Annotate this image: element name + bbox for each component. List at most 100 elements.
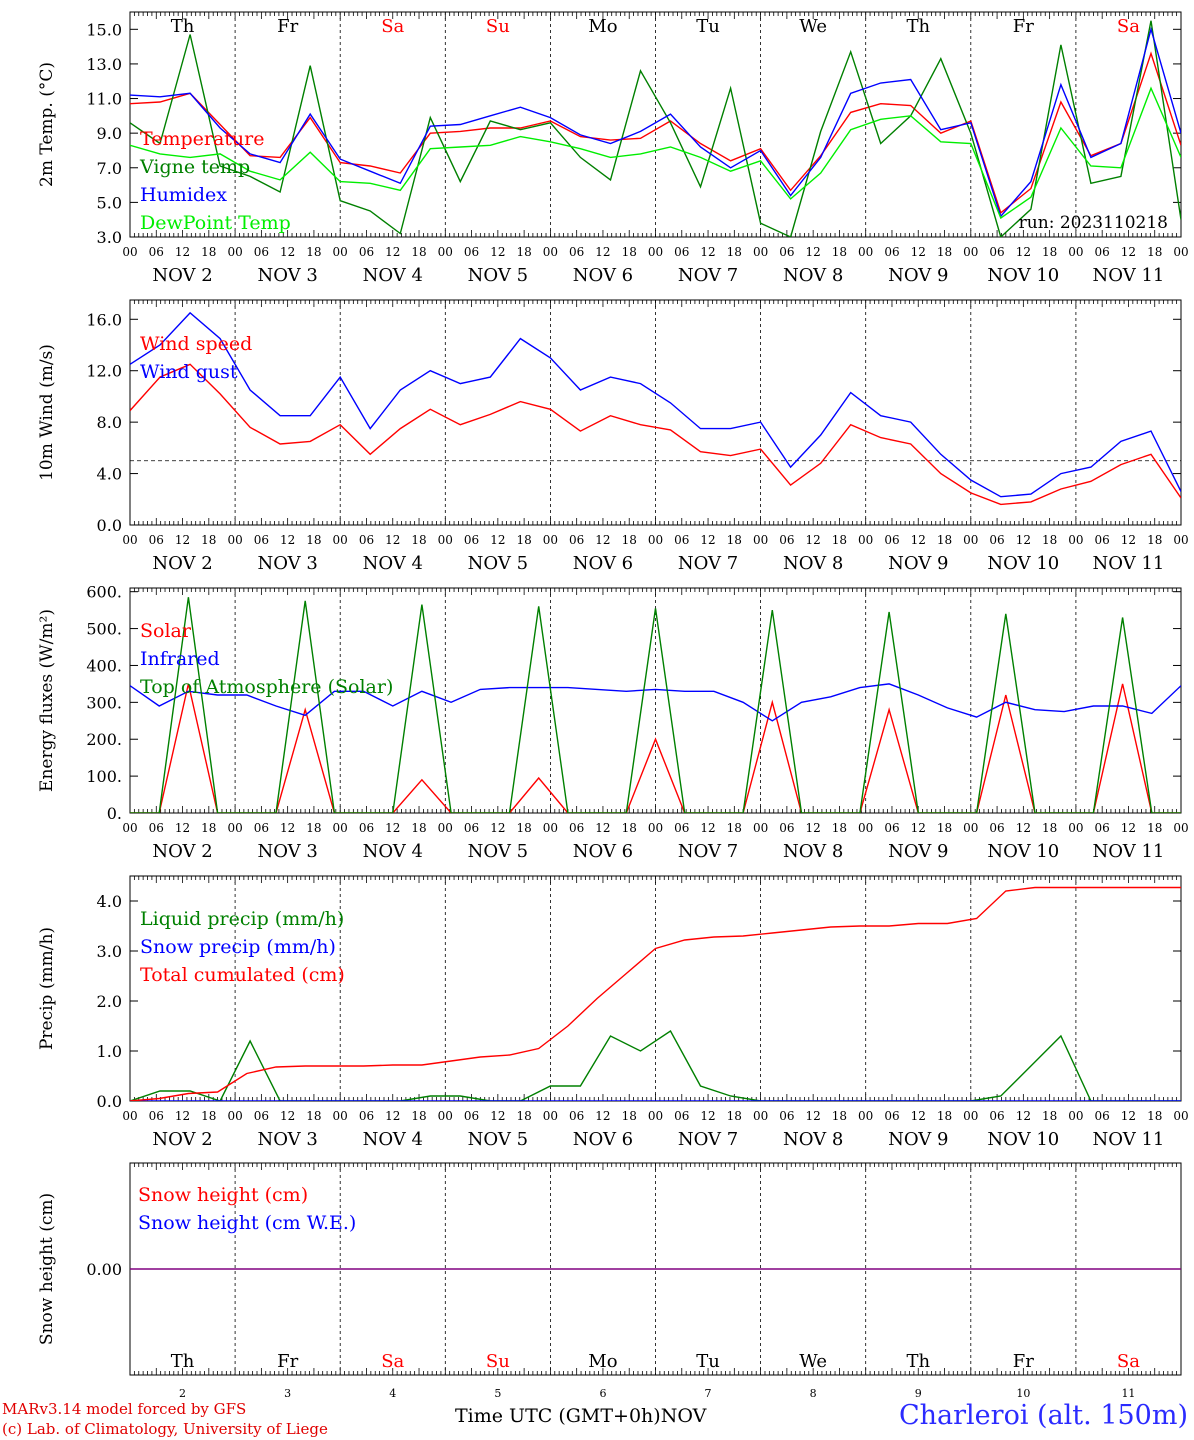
- hour-tick-label: 12: [1016, 821, 1031, 835]
- legend-entry: Snow precip (mm/h): [140, 936, 336, 958]
- date-label: NOV 3: [257, 553, 317, 574]
- hour-tick-label: 12: [385, 533, 400, 547]
- hour-tick-label: 12: [490, 245, 505, 259]
- hour-tick-label: 18: [1147, 821, 1162, 835]
- y-tick-label: 400.: [86, 656, 122, 675]
- hour-tick-label: 12: [490, 821, 505, 835]
- hour-tick-label: 00: [753, 1109, 768, 1123]
- date-label: NOV 8: [783, 265, 843, 286]
- hour-tick-label: 18: [937, 245, 952, 259]
- hour-tick-label: 06: [149, 821, 164, 835]
- hour-tick-label: 00: [858, 245, 873, 259]
- hour-tick-label: 00: [438, 1109, 453, 1123]
- legend-entry: Humidex: [140, 184, 227, 206]
- date-label: NOV 9: [888, 841, 948, 862]
- hour-tick-label: 00: [963, 1109, 978, 1123]
- hour-tick-label: 18: [1147, 1109, 1162, 1123]
- hour-tick-label: 06: [359, 1109, 374, 1123]
- hour-tick-label: 06: [359, 533, 374, 547]
- date-label: NOV 6: [573, 1129, 633, 1150]
- hour-tick-label: 18: [727, 245, 742, 259]
- hour-tick-label: 06: [884, 821, 899, 835]
- legend-entry: Temperature: [140, 128, 264, 150]
- hour-tick-label: 12: [806, 533, 821, 547]
- day-label: Fr: [1013, 1351, 1034, 1372]
- hour-tick-label: 18: [1042, 1109, 1057, 1123]
- series-infrared: [130, 683, 1181, 722]
- hour-tick-label: 06: [779, 533, 794, 547]
- hour-tick-label: 18: [622, 821, 637, 835]
- hour-tick-label: 06: [254, 821, 269, 835]
- hour-tick-label: 06: [674, 1109, 689, 1123]
- hour-tick-label: 06: [149, 245, 164, 259]
- hour-tick-label: 18: [832, 533, 847, 547]
- hour-tick-label: 18: [1042, 245, 1057, 259]
- date-label: NOV 5: [468, 265, 528, 286]
- date-label: NOV 3: [257, 841, 317, 862]
- hour-tick-label: 00: [543, 1109, 558, 1123]
- hour-tick-label: 06: [464, 533, 479, 547]
- hour-tick-label: 12: [1016, 1109, 1031, 1123]
- hour-tick-label: 12: [911, 1109, 926, 1123]
- date-label: NOV 11: [1093, 553, 1165, 574]
- legend-entry: Top of Atmosphere (Solar): [140, 676, 393, 698]
- hour-tick-label: 06: [674, 533, 689, 547]
- panel-4: 0.0 1.0 2.0 3.0 4.0 Precip (mm/h) 00 06 12 18 00 06…: [37, 875, 1189, 1150]
- hour-tick-label: 12: [175, 1109, 190, 1123]
- lab-credit: (c) Lab. of Climatology, University of L…: [2, 1420, 328, 1438]
- y-tick-label: 3.0: [97, 228, 122, 247]
- hour-tick-label: 00: [1173, 821, 1188, 835]
- hour-tick-label: 12: [490, 533, 505, 547]
- hour-tick-label: 12: [490, 1109, 505, 1123]
- day-number: 3: [284, 1387, 291, 1400]
- day-label: Sa: [381, 1351, 404, 1372]
- hour-tick-label: 12: [1121, 1109, 1136, 1123]
- hour-tick-label: 12: [806, 245, 821, 259]
- hour-tick-label: 06: [1095, 1109, 1110, 1123]
- hour-tick-label: 00: [648, 533, 663, 547]
- run-annotation: run: 2023110218: [1019, 213, 1168, 233]
- day-number: 8: [810, 1387, 817, 1400]
- date-label: NOV 6: [573, 841, 633, 862]
- hour-tick-label: 00: [1173, 245, 1188, 259]
- series-wind-gust: [130, 311, 1181, 498]
- day-number: 7: [705, 1387, 712, 1400]
- meteogram: 3.0 5.0 7.0 9.0 11.0 13.0 15.0 2m Temp. (°C) Th F…: [37, 11, 1189, 1400]
- hour-tick-label: 06: [359, 821, 374, 835]
- date-label: NOV 8: [783, 1129, 843, 1150]
- hour-tick-label: 00: [753, 245, 768, 259]
- date-label: NOV 7: [678, 553, 738, 574]
- series-wind-speed: [130, 363, 1181, 506]
- day-label: Tu: [696, 1351, 720, 1372]
- hour-tick-label: 12: [700, 245, 715, 259]
- series-temperature: [130, 51, 1181, 214]
- date-label: NOV 10: [987, 553, 1059, 574]
- hour-tick-label: 18: [832, 1109, 847, 1123]
- hour-tick-label: 18: [937, 1109, 952, 1123]
- hour-tick-label: 18: [411, 821, 426, 835]
- series-top-of-atmosphere-solar: [130, 597, 1181, 813]
- hour-tick-label: 18: [1042, 821, 1057, 835]
- day-label: Th: [171, 16, 195, 37]
- y-axis-label: 10m Wind (m/s): [37, 344, 57, 481]
- y-tick-label: 11.0: [86, 90, 122, 109]
- hour-tick-label: 06: [1095, 245, 1110, 259]
- hour-tick-label: 12: [280, 245, 295, 259]
- hour-tick-label: 12: [700, 821, 715, 835]
- date-label: NOV 7: [678, 265, 738, 286]
- legend-entry: Liquid precip (mm/h): [140, 908, 344, 930]
- hour-tick-label: 18: [727, 821, 742, 835]
- series-vigne-temp: [130, 20, 1181, 237]
- hour-tick-label: 06: [989, 245, 1004, 259]
- hour-tick-label: 12: [1121, 245, 1136, 259]
- hour-tick-label: 12: [700, 533, 715, 547]
- hour-tick-label: 00: [858, 821, 873, 835]
- hour-tick-label: 18: [306, 533, 321, 547]
- hour-tick-label: 00: [122, 821, 137, 835]
- hour-tick-label: 12: [1121, 821, 1136, 835]
- date-label: NOV 8: [783, 553, 843, 574]
- day-label: Mo: [588, 16, 617, 37]
- station-label: Charleroi (alt. 150m): [899, 1400, 1188, 1431]
- hour-tick-label: 00: [858, 533, 873, 547]
- hour-tick-label: 00: [543, 245, 558, 259]
